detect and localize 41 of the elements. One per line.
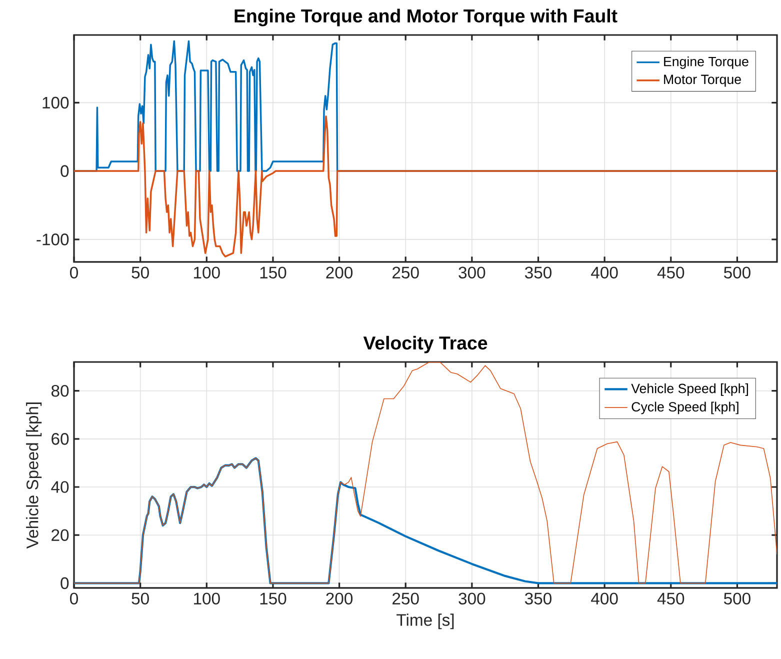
x-tick-label: 0 bbox=[70, 266, 78, 278]
legend-label: Vehicle Speed [kph] bbox=[631, 383, 748, 396]
x-tick-label: 450 bbox=[657, 592, 684, 604]
x-tick-label: 100 bbox=[194, 266, 220, 278]
x-tick-label: 150 bbox=[260, 592, 286, 604]
legend-label: Engine Torque bbox=[664, 56, 748, 69]
x-tick-label: 450 bbox=[657, 266, 684, 278]
x-axis-title: Time [s] bbox=[396, 614, 454, 630]
chart-title: Velocity Trace bbox=[363, 336, 488, 354]
y-tick-label: -100 bbox=[36, 234, 69, 246]
line-series bbox=[74, 115, 777, 258]
x-tick-label: 400 bbox=[591, 592, 618, 604]
x-tick-label: 50 bbox=[132, 266, 149, 278]
x-tick-label: 0 bbox=[70, 592, 78, 604]
x-tick-label: 400 bbox=[591, 266, 618, 278]
x-tick-label: 350 bbox=[524, 592, 552, 604]
chart-title: Engine Torque and Motor Torque with Fault bbox=[234, 8, 618, 26]
x-tick-label: 250 bbox=[392, 266, 419, 278]
line-series bbox=[74, 362, 777, 584]
x-tick-label: 350 bbox=[524, 266, 552, 278]
x-tick-label: 250 bbox=[392, 592, 419, 604]
y-tick-label: 0 bbox=[60, 577, 69, 590]
y-tick-label: 20 bbox=[52, 529, 69, 541]
x-tick-label: 50 bbox=[132, 592, 149, 604]
legend-label: Cycle Speed [kph] bbox=[632, 402, 738, 414]
y-tick-label: 80 bbox=[51, 384, 69, 397]
legend-label: Motor Torque bbox=[664, 74, 741, 87]
x-tick-label: 300 bbox=[458, 592, 486, 604]
y-tick-label: 0 bbox=[60, 165, 69, 177]
y-tick-label: 40 bbox=[51, 481, 69, 493]
x-tick-label: 200 bbox=[326, 266, 353, 278]
x-tick-label: 500 bbox=[724, 266, 750, 278]
x-tick-label: 100 bbox=[194, 592, 220, 604]
y-axis-title: Vehicle Speed [kph] bbox=[26, 402, 42, 549]
line-series bbox=[74, 457, 777, 584]
x-tick-label: 150 bbox=[260, 266, 286, 278]
x-tick-label: 300 bbox=[458, 266, 486, 278]
x-tick-label: 500 bbox=[724, 592, 750, 604]
y-tick-label: 60 bbox=[52, 433, 69, 445]
y-tick-label: 100 bbox=[42, 96, 69, 109]
x-tick-label: 200 bbox=[326, 592, 353, 604]
